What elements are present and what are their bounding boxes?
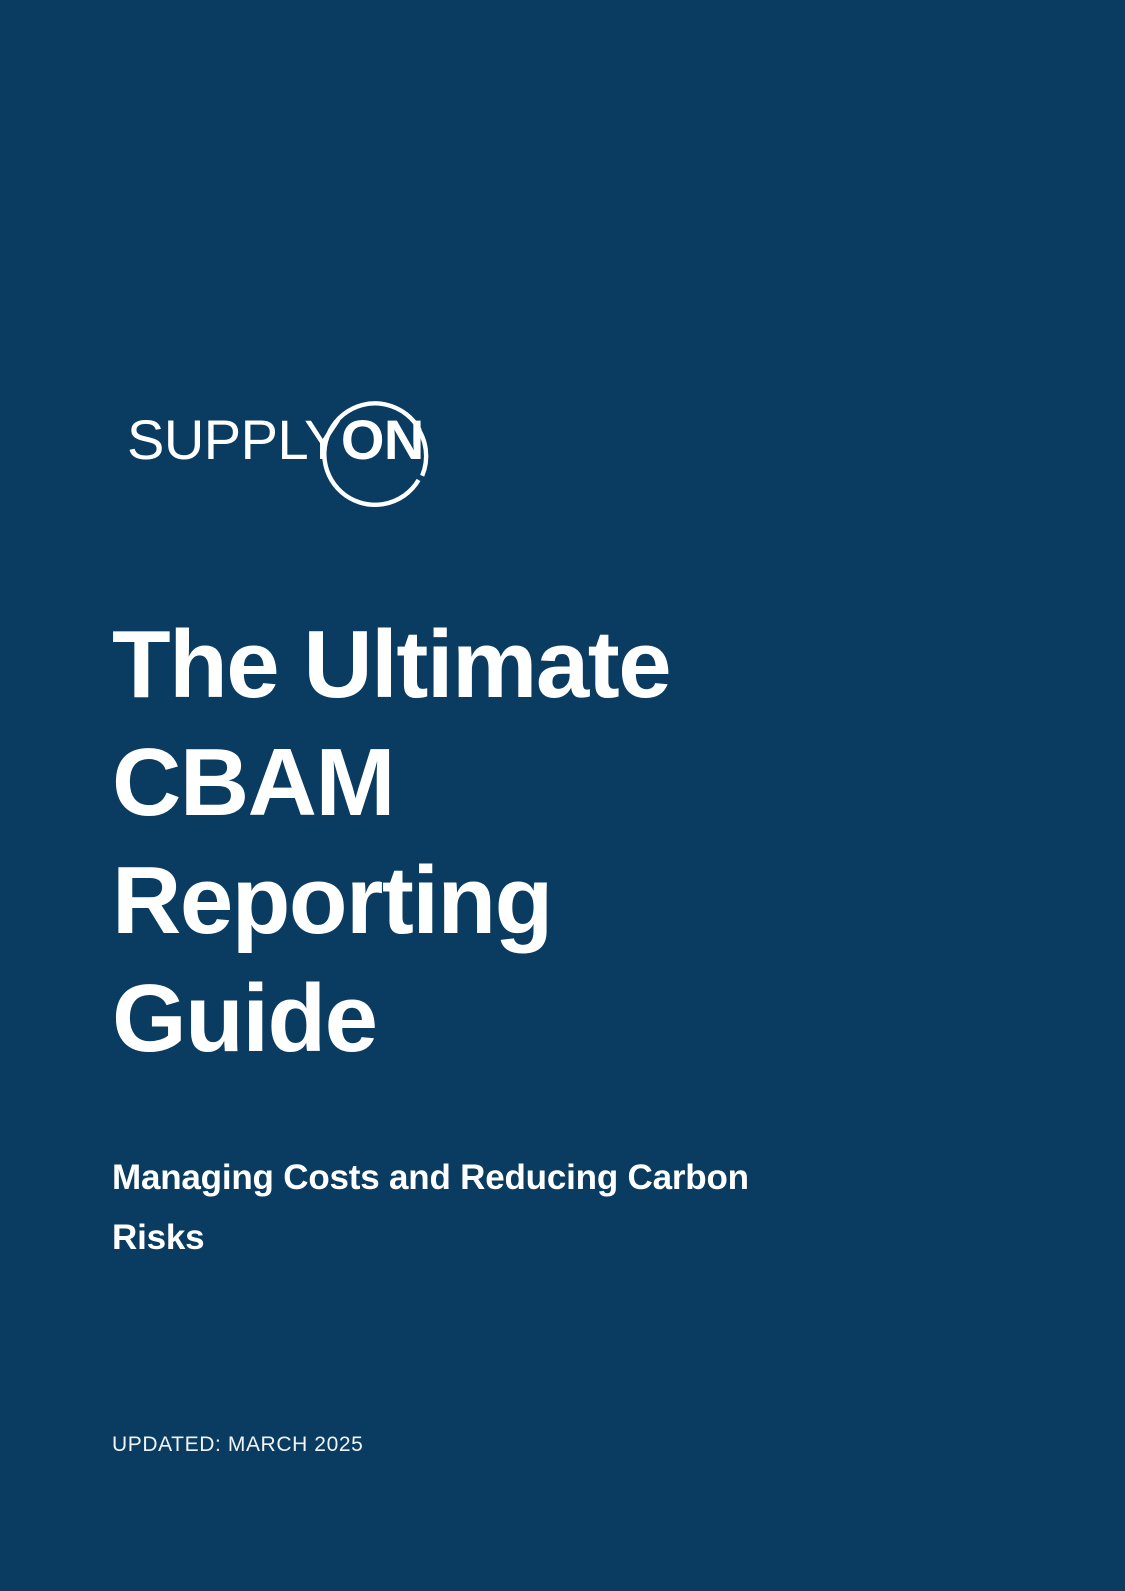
logo-wordmark-on: ON — [340, 408, 425, 471]
page-title-line: CBAM — [112, 729, 395, 836]
page-title-line: Reporting — [112, 847, 553, 954]
broken-circle-icon — [322, 401, 429, 507]
logo-wordmark: SUPPLYON — [127, 412, 424, 468]
page-subtitle-line: Managing Costs and Reducing Carbon — [112, 1158, 749, 1197]
page-title-line: The Ultimate — [112, 611, 672, 718]
page-subtitle-line: Risks — [112, 1218, 205, 1257]
supplyon-logo: SUPPLYON — [112, 390, 442, 520]
updated-date: UPDATED: MARCH 2025 — [112, 1433, 364, 1456]
logo-wordmark-supply: SUPPLY — [127, 408, 341, 471]
page-title: The Ultimate CBAM Reporting Guide — [112, 606, 992, 1078]
page-subtitle: Managing Costs and Reducing Carbon Risks — [112, 1148, 912, 1268]
page-title-line: Guide — [112, 965, 378, 1072]
